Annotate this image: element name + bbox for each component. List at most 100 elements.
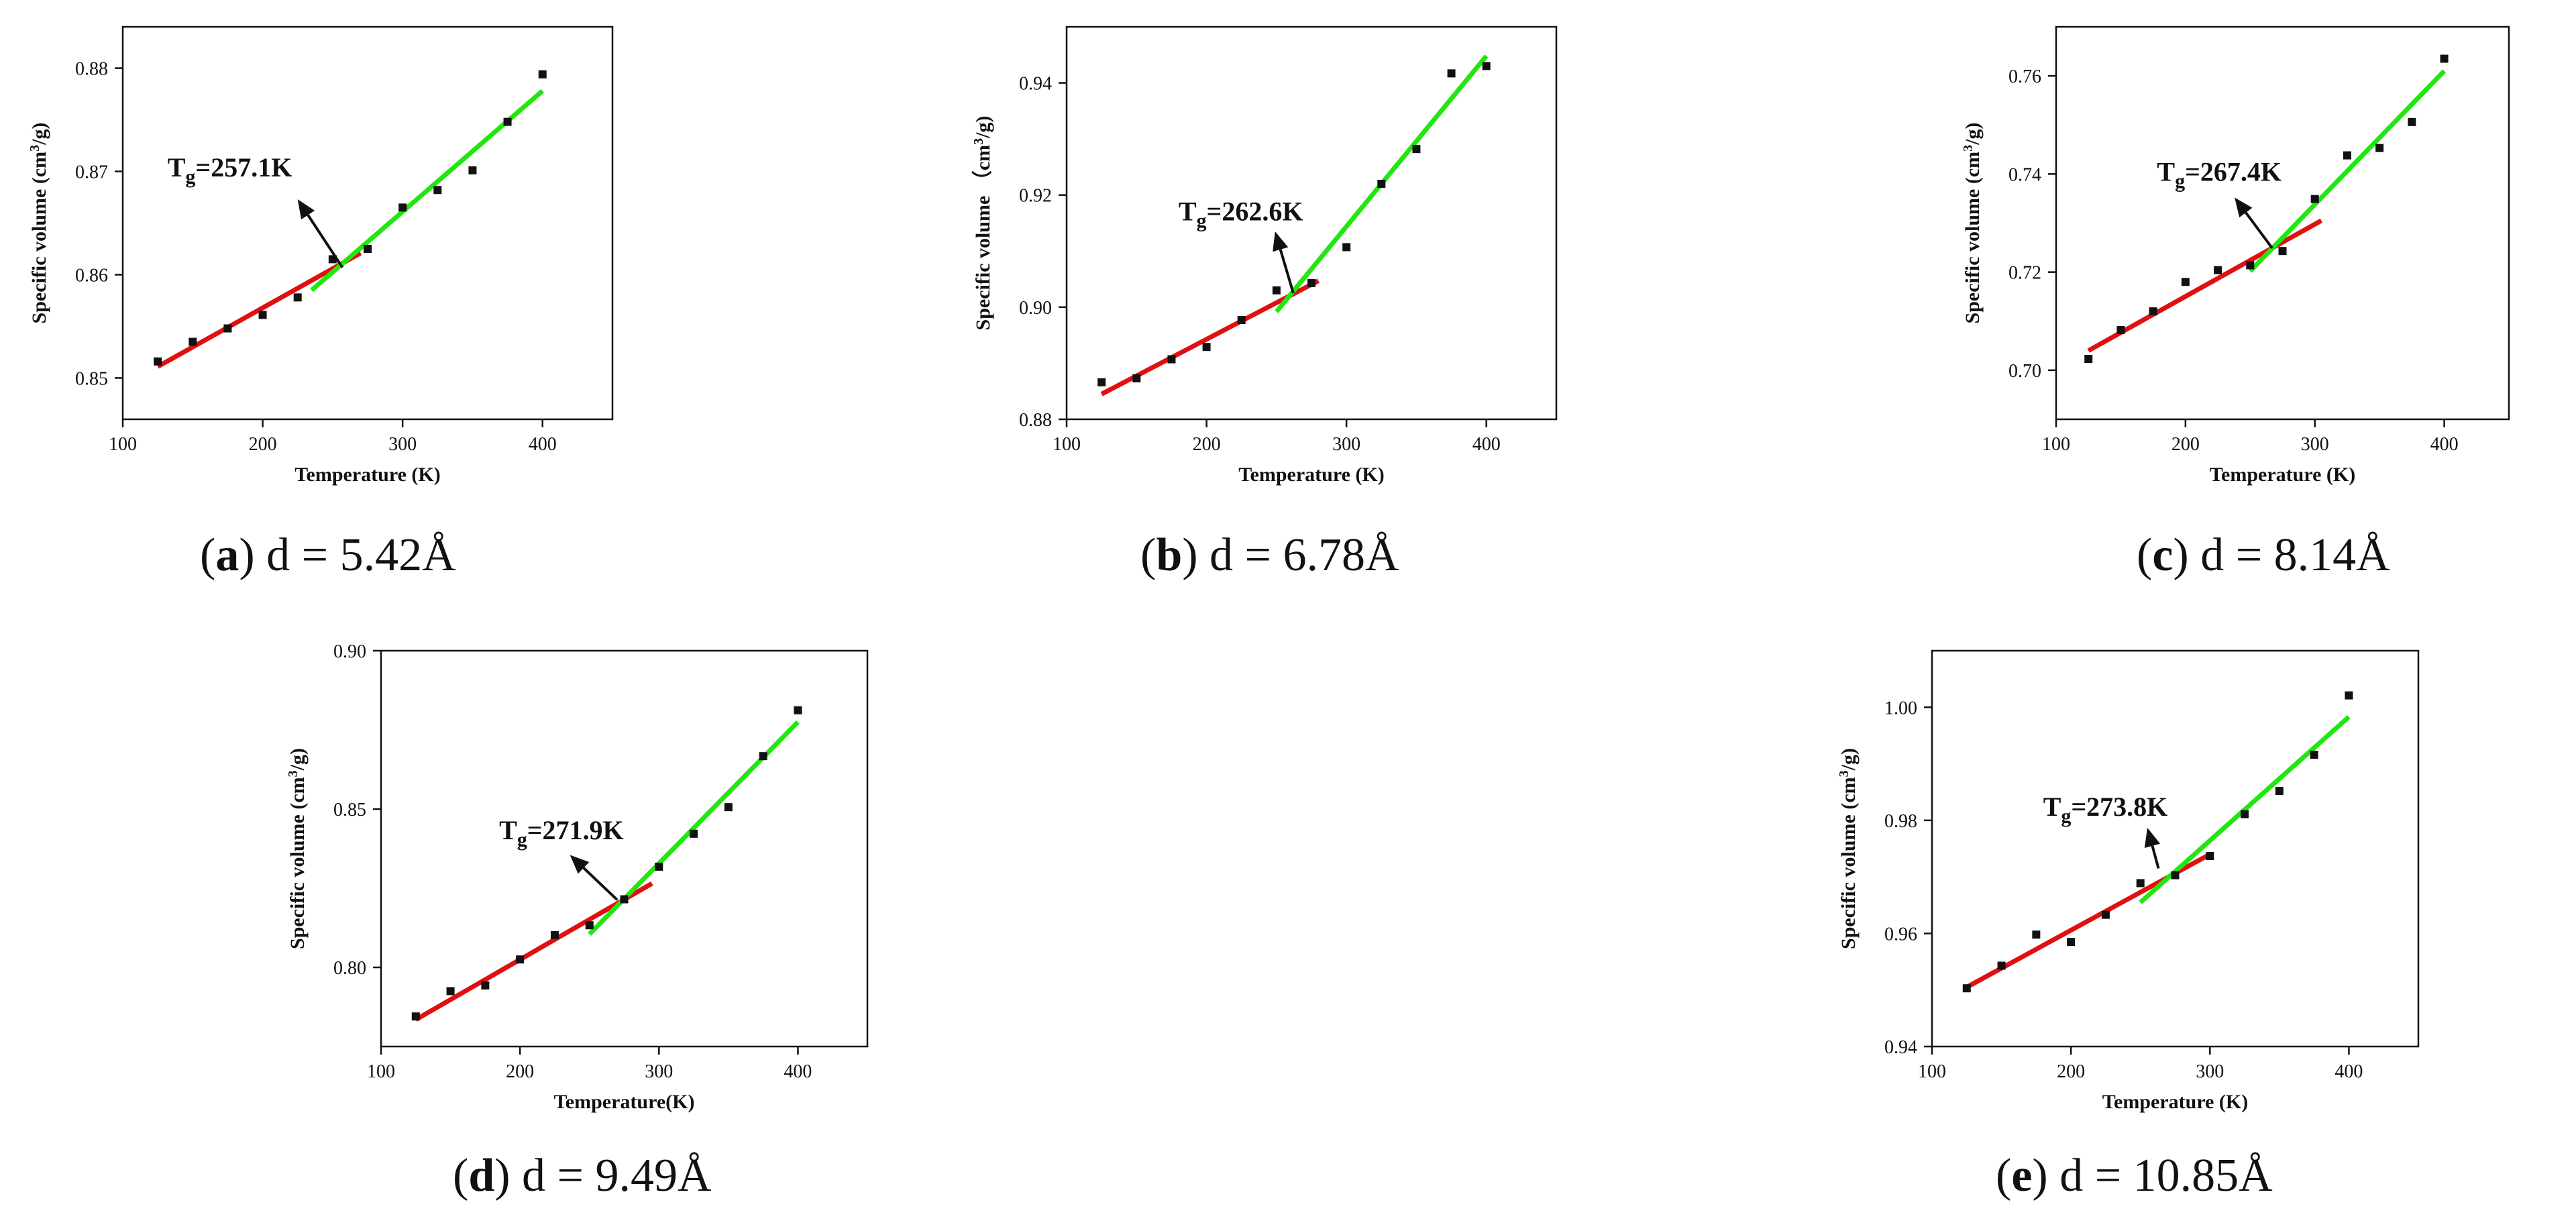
y-tick-label: 0.74 (2008, 164, 2041, 185)
y-tick-label: 0.92 (1019, 186, 1052, 207)
data-point (2067, 938, 2076, 947)
y-label-superscript: 3 (971, 138, 986, 145)
x-tick-label: 200 (2057, 1061, 2085, 1082)
y-tick-label: 1.00 (1884, 698, 1917, 718)
tg-subscript: g (185, 166, 195, 188)
tg-arrow-head (2144, 827, 2161, 848)
x-tick-label: 200 (2171, 434, 2200, 455)
caption-text: ) d = 10.85Å (2032, 1150, 2273, 1202)
data-point (724, 803, 733, 812)
x-tick-label: 400 (2334, 1061, 2363, 1082)
x-tick-label: 100 (109, 434, 137, 455)
data-point (2375, 144, 2384, 152)
y-label-tail: /g) (972, 116, 994, 139)
y-label-superscript: 3 (286, 770, 301, 777)
data-point (1202, 343, 1211, 352)
x-tick-label: 300 (1332, 434, 1360, 455)
tg-symbol: T (168, 152, 186, 182)
y-label-main: Specific volume （cm (971, 145, 994, 331)
data-point (446, 987, 455, 996)
data-point (2246, 261, 2255, 270)
chart-panel-b: 100 200 300 400 0.88 0.90 0.92 0.94 Temperature … (971, 25, 1558, 581)
tg-subscript: g (517, 829, 527, 851)
x-tick-label: 100 (367, 1061, 395, 1082)
caption-open-paren: ( (200, 529, 215, 581)
data-point (1132, 374, 1141, 382)
y-tick-label: 0.76 (2008, 66, 2041, 87)
tg-annotation: Tg=262.6K (1179, 196, 1303, 231)
y-axis-label: Specific volume （cm3/g) (971, 116, 994, 331)
data-point (2343, 151, 2351, 160)
tg-value: =271.9K (527, 815, 624, 845)
x-tick-label: 400 (1472, 434, 1501, 455)
data-point (411, 1012, 420, 1021)
red-fit-line (2087, 218, 2323, 353)
x-tick-label: 400 (2430, 434, 2459, 455)
data-point (1237, 316, 1246, 325)
caption-open-paren: ( (1140, 529, 1156, 581)
tg-arrow-shaft (307, 214, 344, 268)
y-tick-label: 0.90 (333, 641, 366, 662)
data-point (516, 955, 525, 964)
y-axis-label: Specific volume (cm3/g) (286, 748, 309, 949)
data-point (690, 829, 698, 838)
y-tick-label: 0.70 (2008, 361, 2041, 382)
data-point (1997, 961, 2006, 970)
tg-value: =262.6K (1207, 196, 1303, 226)
caption-text: ) d = 9.49Å (494, 1150, 712, 1202)
data-point (481, 981, 490, 990)
data-point (1307, 278, 1316, 287)
chart-panel-c: 100 200 300 400 0.70 0.72 0.74 0.76 Temperature … (1961, 25, 2510, 581)
tg-arrow-shaft (2151, 845, 2160, 869)
plot-frame (1931, 649, 2420, 1048)
data-point (258, 311, 267, 319)
data-point (2136, 879, 2145, 888)
data-point (759, 752, 767, 761)
tg-subscript: g (2175, 170, 2185, 193)
data-point (2206, 851, 2214, 860)
data-point (154, 357, 162, 366)
plot-frame (380, 649, 869, 1048)
data-point (1167, 355, 1176, 364)
x-tick-label: 100 (1918, 1061, 1946, 1082)
plot-frame (121, 25, 614, 421)
y-axis-label: Specific volume (cm3/g) (1837, 748, 1860, 949)
x-tick-label: 400 (784, 1061, 812, 1082)
data-point (398, 203, 407, 212)
data-point (2084, 355, 2093, 364)
data-point (1342, 243, 1351, 252)
data-point (223, 324, 232, 333)
y-tick-label: 0.90 (1019, 298, 1052, 319)
tg-symbol: T (2157, 157, 2175, 187)
plot-frame (2055, 25, 2510, 421)
data-point (2032, 930, 2041, 939)
y-label-main: Specific volume (cm (286, 777, 309, 949)
tg-annotation: Tg=267.4K (2157, 157, 2282, 193)
caption-letter: b (1156, 529, 1182, 581)
tg-subscript: g (2061, 805, 2071, 827)
x-axis-label: Temperature (K) (2210, 464, 2355, 486)
y-tick-label: 0.85 (75, 368, 108, 389)
panel-caption: (b) d = 6.78Å (1140, 529, 1399, 581)
x-tick-label: 200 (249, 434, 277, 455)
x-tick-label: 300 (2196, 1061, 2224, 1082)
red-fit-line (415, 881, 653, 1022)
data-point (1962, 984, 1971, 993)
data-point (2149, 307, 2157, 316)
tg-subscript: g (1197, 209, 1207, 231)
data-point (1272, 286, 1281, 295)
y-tick-label: 0.86 (75, 265, 108, 286)
y-tick-label: 0.94 (1884, 1037, 1917, 1058)
caption-text: ) d = 6.78Å (1182, 529, 1399, 581)
data-point (2345, 691, 2353, 700)
y-tick-label: 0.88 (1019, 410, 1052, 431)
data-point (2310, 751, 2318, 759)
y-tick-label: 0.96 (1884, 924, 1917, 945)
panel-caption: (a) d = 5.42Å (200, 529, 456, 581)
data-point (2116, 325, 2125, 334)
data-point (538, 70, 547, 78)
tg-arrow-head (297, 199, 315, 220)
x-axis-label: Temperature (K) (2102, 1091, 2248, 1113)
data-point (794, 706, 802, 714)
